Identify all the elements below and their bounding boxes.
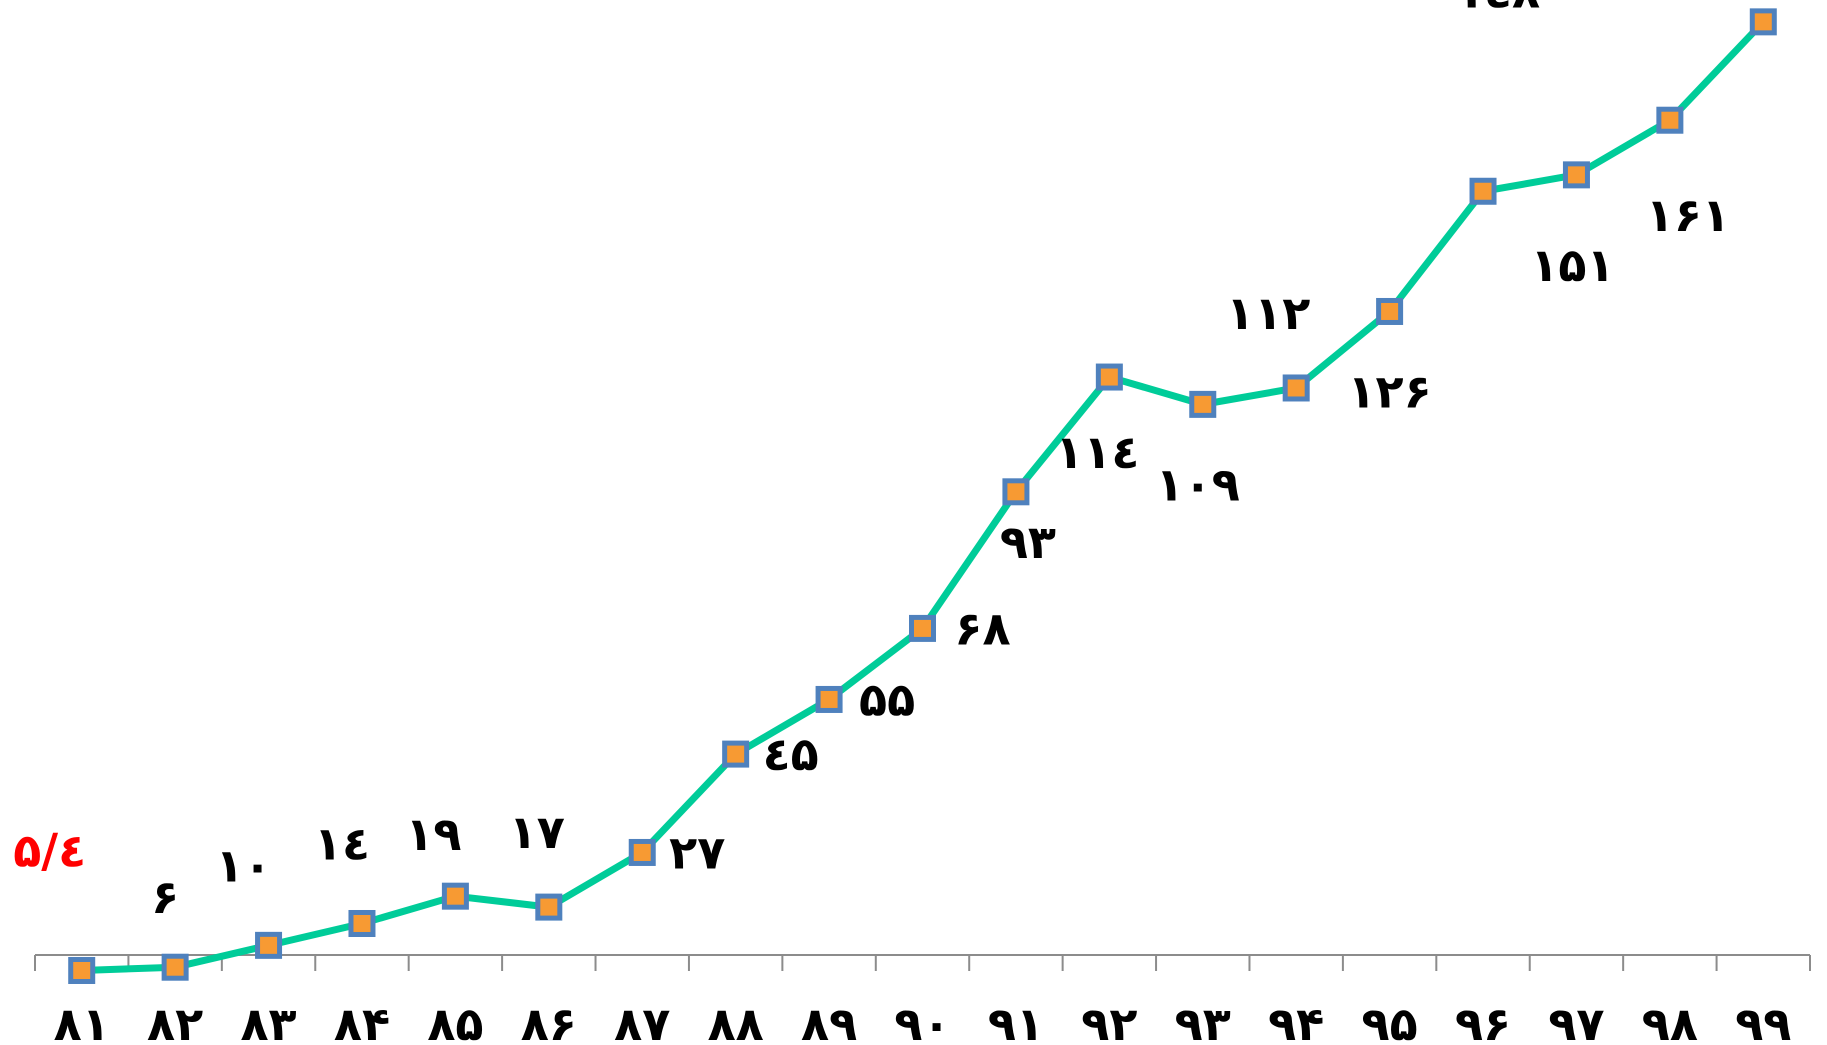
x-tick-label: ۹۶ <box>1455 997 1511 1045</box>
data-point-marker <box>1469 177 1497 205</box>
data-point-marker <box>909 614 936 642</box>
x-tick-label: ۸۷ <box>614 997 670 1045</box>
data-label: ۱۷ <box>509 805 565 859</box>
x-tick-label: ۹۳ <box>1175 997 1231 1045</box>
data-point-marker <box>441 882 469 910</box>
data-label: ۱٤۸ <box>1456 0 1540 18</box>
x-tick-label: ۹۷ <box>1548 997 1604 1045</box>
data-label: ۱۲۶ <box>1347 364 1431 418</box>
x-tick-label: ۹۵ <box>1362 997 1418 1045</box>
data-points <box>68 8 1777 984</box>
x-tick-label: ۸۲ <box>147 997 203 1045</box>
x-tick-label: ۹۴ <box>1268 997 1324 1045</box>
data-point-marker <box>722 740 750 768</box>
data-label: ۶ <box>151 870 179 924</box>
x-tick-label: ۹۹ <box>1735 997 1791 1045</box>
x-tick-label: ۸۵ <box>427 997 483 1045</box>
x-tick-label: ۹۱ <box>988 997 1044 1045</box>
data-label: ۱٤ <box>314 816 370 870</box>
data-label: ۲۷ <box>669 825 725 879</box>
data-point-marker <box>1656 106 1684 134</box>
x-axis-ticks <box>34 955 1811 971</box>
data-point-marker <box>1562 161 1590 189</box>
x-axis-tick-labels: ۸۱ ۸۲ ۸۳ ۸۴ ۸۵ ۸۶ ۸۷ ۸۸ ۸۹ ۹۰ ۹۱ ۹۲ ۹۳ ۹۴ ۹۵ ۹۶ ۹۷ ۹۸ ۹۹ <box>54 997 1792 1045</box>
data-point-marker <box>1002 478 1030 506</box>
x-tick-label: ۸۶ <box>521 997 577 1045</box>
data-label: ۹۳ <box>1000 515 1056 569</box>
data-labels: ۵/٤ ۶ ۱۰ ۱٤ ۱۹ ۱۷ ۲۷ ٤۵ ۵۵ ۶۸ ۹۳ ۱۱٤ ۱۰۹ ۱۱۲ ۱۲۶ ۱٤۸ ۱۵۱… <box>13 0 1730 924</box>
data-point-marker <box>1095 363 1123 391</box>
data-label: ٤۵ <box>763 727 819 781</box>
x-tick-label: ۸۴ <box>334 997 390 1045</box>
data-label: ۱۶۱ <box>1646 188 1730 242</box>
data-point-marker <box>68 956 96 984</box>
data-label: ۶۸ <box>954 601 1010 655</box>
x-tick-label: ۹۲ <box>1081 997 1137 1045</box>
data-point-marker <box>348 909 376 937</box>
data-point-marker <box>1376 297 1404 325</box>
data-point-marker <box>1189 390 1217 418</box>
data-label: ۱۰ <box>215 838 271 892</box>
x-tick-label: ۹۸ <box>1642 997 1698 1045</box>
data-point-marker <box>255 931 283 959</box>
data-label: ۵/٤ <box>13 823 86 877</box>
data-point-marker <box>161 953 189 981</box>
data-label: ۱۹ <box>405 807 461 861</box>
x-tick-label: ۸۱ <box>54 997 110 1045</box>
x-tick-label: ۸۹ <box>801 997 857 1045</box>
data-point-marker <box>1749 8 1777 36</box>
x-tick-label: ۸۸ <box>708 997 764 1045</box>
data-label: ۱۰۹ <box>1156 457 1240 511</box>
x-tick-label: ۸۳ <box>240 997 296 1045</box>
data-point-marker <box>1282 374 1310 402</box>
data-point-marker <box>815 685 843 713</box>
x-tick-label: ۹۰ <box>894 997 950 1045</box>
data-label: ۱۵۱ <box>1530 238 1614 292</box>
data-label: ۱۱٤ <box>1055 425 1139 479</box>
data-label: ۵۵ <box>859 672 915 726</box>
data-point-marker <box>535 893 563 921</box>
data-point-marker <box>628 838 656 866</box>
data-label: ۱۱۲ <box>1226 286 1310 340</box>
